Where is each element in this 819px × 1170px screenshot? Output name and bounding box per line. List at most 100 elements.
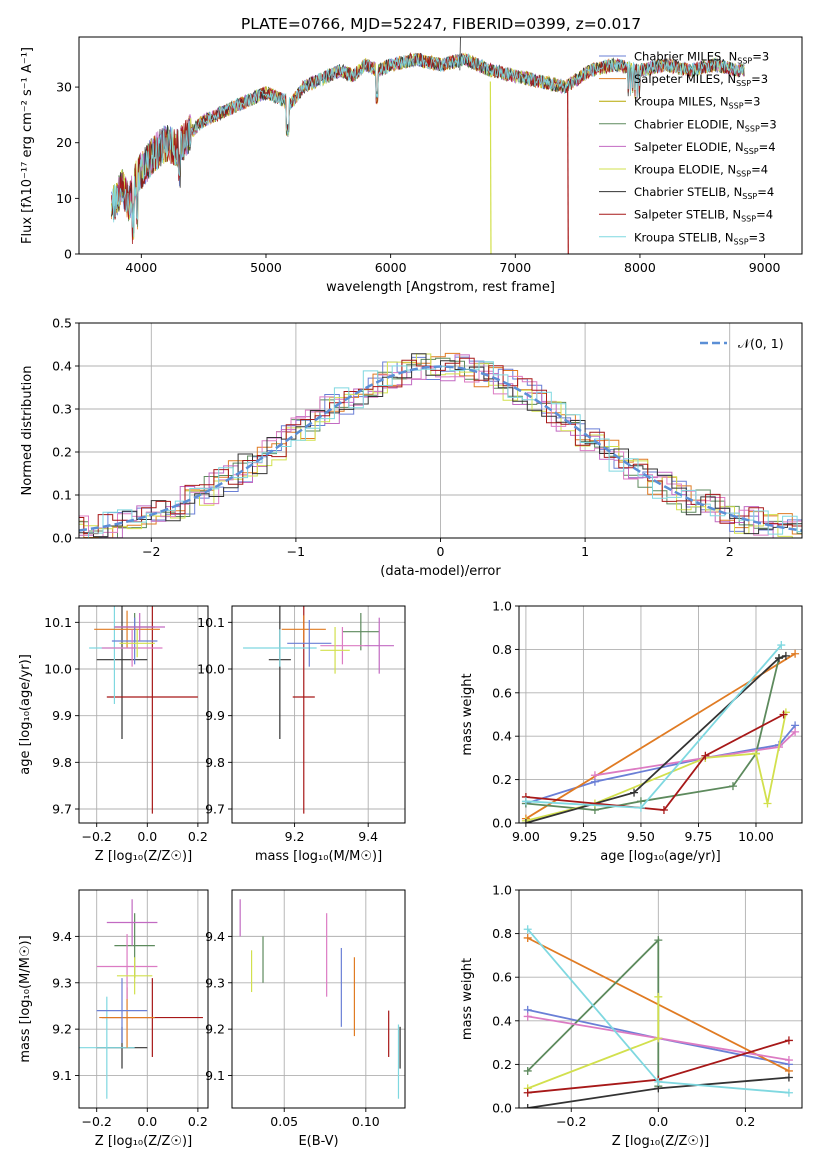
x-axis-label: E(B-V) (298, 1134, 338, 1149)
x-tick-label: −2 (142, 544, 160, 559)
x-tick-label: 0.0 (648, 1114, 668, 1129)
series-line (525, 644, 782, 809)
figure-title: PLATE=0766, MJD=52247, FIBERID=0399, z=0… (241, 15, 641, 33)
series-marker (728, 782, 737, 791)
series-marker (590, 771, 599, 780)
x-tick-label: 10.00 (738, 829, 774, 844)
grid-lines (519, 605, 802, 824)
legend-label-tail: =3 (744, 95, 761, 109)
y-axis-label: mass weight (460, 958, 475, 1040)
series-marker (777, 641, 786, 650)
x-tick-label: 0 (437, 544, 445, 559)
axes: −0.2 0.0 0.2 9.7 9.8 9.9 10.0 10.1 Z [log₁₀(Z/Z☉… (18, 605, 209, 864)
y-axis-label: Normed distribution (20, 366, 35, 496)
chart-mass-vs-Z: −0.2 0.0 0.2 9.1 9.2 9.3 9.4 Z [log₁₀(Z/Z☉)] mas… (18, 889, 209, 1149)
legend-label-main: Salpeter ELODIE, N (634, 140, 744, 154)
series-line (594, 731, 796, 777)
y-tick-label: 9.9 (52, 708, 72, 723)
legend-label-tail: =3 (749, 230, 766, 244)
y-tick-label: 0.3 (52, 402, 72, 417)
y-tick-label: 0.8 (492, 926, 512, 941)
axes: 4000 5000 6000 7000 8000 9000 0 10 20 30 wavelengt… (20, 36, 803, 295)
y-tick-label: 9.1 (52, 1068, 72, 1083)
series-marker (791, 649, 800, 658)
y-tick-label: 0.2 (492, 772, 512, 787)
series-marker (654, 936, 663, 945)
y-tick-label: 9.1 (205, 1068, 225, 1083)
series-marker (779, 710, 788, 719)
grid-lines (232, 890, 405, 1108)
chart-spectrum: 4000 5000 6000 7000 8000 9000 0 10 20 30 wavelengt… (20, 36, 803, 295)
x-tick-label: 0.0 (137, 829, 157, 844)
legend-label-sub: SSP (736, 79, 751, 88)
spectrum-artifact (489, 81, 492, 254)
x-tick-label: 0.2 (188, 1114, 208, 1129)
legend-label-main: Chabrier STELIB, N (634, 185, 742, 199)
legend-label: Salpeter ELODIE, NSSP=4 (634, 140, 776, 156)
axes: −0.2 0.0 0.2 0.0 0.2 0.4 0.6 0.8 1.0 Z [log₁₀(Z/Z… (460, 883, 803, 1149)
legend-label-sub: SSP (742, 192, 757, 201)
series-line (525, 655, 787, 823)
y-tick-label: 9.3 (205, 975, 225, 990)
legend-label-tail: =4 (757, 185, 774, 199)
y-tick-label: 0.2 (492, 1057, 512, 1072)
y-tick-label: 9.4 (52, 929, 72, 944)
plot-area (521, 641, 800, 823)
y-tick-label: 10.0 (197, 662, 225, 677)
x-axis-label: mass [log₁₀(M/M☉)] (255, 849, 382, 864)
legend-label: 𝒩(0, 1) (738, 336, 784, 351)
series-marker (701, 751, 710, 760)
y-tick-label: 9.2 (52, 1022, 72, 1037)
axes-frame (78, 36, 803, 255)
series-marker (781, 651, 790, 660)
x-tick-label: 9.4 (358, 829, 378, 844)
y-tick-label: 0.2 (52, 445, 72, 460)
chart-residual-histogram: −2 −1 0 1 2 0.0 0.1 0.2 0.3 0.4 0.5 (data-model)/er… (20, 316, 803, 579)
legend-label: Kroupa STELIB, NSSP=3 (634, 230, 765, 246)
y-tick-label: 0.1 (52, 488, 72, 503)
axes-frame (231, 605, 406, 824)
y-axis-label: age [log₁₀(age/yr)] (18, 654, 33, 775)
series-marker (659, 805, 668, 814)
normal-curve (79, 365, 802, 532)
plot-area (79, 899, 203, 1099)
y-tick-label: 0.5 (52, 316, 72, 331)
plot-area (111, 37, 745, 254)
plot-area (239, 899, 401, 1099)
x-axis-label: Z [log₁₀(Z/Z☉)] (95, 849, 192, 864)
legend-label: Chabrier ELODIE, NSSP=3 (634, 117, 777, 133)
x-tick-label: 0.2 (735, 1114, 755, 1129)
axes-frame (231, 889, 406, 1109)
y-tick-label: 9.9 (205, 708, 225, 723)
series-marker (654, 1034, 663, 1043)
series-marker (784, 1073, 793, 1082)
series-marker (774, 654, 783, 663)
x-tick-label: −0.2 (82, 1114, 112, 1129)
y-tick-label: 9.2 (205, 1022, 225, 1037)
x-tick-label: 9.75 (685, 829, 713, 844)
x-tick-label: −0.2 (556, 1114, 586, 1129)
x-tick-label: 0.05 (270, 1114, 298, 1129)
y-tick-label: 10.1 (197, 615, 225, 630)
legend-label-main: Salpeter MILES, N (634, 72, 736, 86)
x-tick-label: 9.50 (627, 829, 655, 844)
grid-lines (79, 606, 208, 823)
legend-label: Chabrier STELIB, NSSP=4 (634, 185, 774, 201)
legend-label-main: Chabrier MILES, N (634, 50, 737, 64)
y-tick-label: 10 (56, 191, 72, 206)
legend-label-main: Kroupa STELIB, N (634, 230, 734, 244)
series-marker (521, 819, 530, 823)
legend-label-tail: =3 (752, 50, 769, 64)
legend-label: Chabrier MILES, NSSP=3 (634, 50, 769, 66)
grid-lines (232, 606, 405, 823)
legend-label-main: Chabrier ELODIE, N (634, 117, 745, 131)
series-marker (630, 788, 639, 797)
spectrum-artifact (459, 37, 461, 71)
histogram-step (79, 353, 802, 538)
x-tick-label: −1 (287, 544, 305, 559)
chart-mass-weight-vs-age: 9.00 9.25 9.50 9.75 10.00 0.0 0.2 0.4 0.6 0.8 1.0 a… (460, 599, 803, 864)
legend-label-main: Salpeter STELIB, N (634, 208, 741, 222)
series-line (525, 657, 780, 811)
y-tick-label: 0.4 (492, 729, 512, 744)
